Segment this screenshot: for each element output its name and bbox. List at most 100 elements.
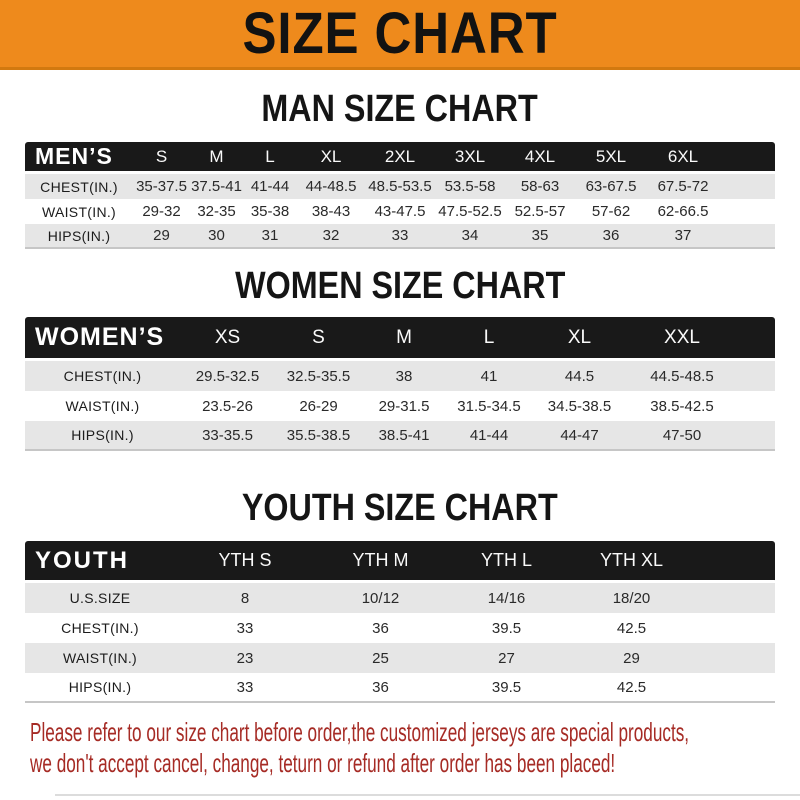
row-label: WAIST(IN.) xyxy=(25,643,175,673)
row-label: HIPS(IN.) xyxy=(25,224,133,249)
row-spacer-cell xyxy=(737,421,775,451)
row-spacer-cell xyxy=(696,613,775,643)
row-spacer-cell xyxy=(719,174,775,199)
size-value: 37.5-41 xyxy=(190,174,243,199)
size-column-header: L xyxy=(446,317,532,361)
size-value: 35.5-38.5 xyxy=(275,421,362,451)
size-value: 58-63 xyxy=(505,174,575,199)
size-value: 44-47 xyxy=(532,421,627,451)
size-value: 33-35.5 xyxy=(180,421,275,451)
measurement-row: HIPS(IN.) 29 30 31 32 33 34 35 36 37 xyxy=(25,224,775,249)
size-column-header: S xyxy=(275,317,362,361)
men-header-row: MEN’S S M L XL 2XL 3XL 4XL 5XL 6XL xyxy=(25,142,775,174)
size-column-header: 4XL xyxy=(505,142,575,174)
size-value: 67.5-72 xyxy=(647,174,719,199)
size-value: 47-50 xyxy=(627,421,737,451)
table-corner-label: MEN’S xyxy=(25,142,133,174)
size-column-header: 5XL xyxy=(575,142,647,174)
size-value: 38-43 xyxy=(311,203,351,220)
size-column-header: 3XL xyxy=(435,142,505,174)
size-value: 32 xyxy=(297,224,365,249)
size-column-header: S xyxy=(133,142,190,174)
size-value: 30 xyxy=(190,224,243,249)
size-column-header: M xyxy=(362,317,446,361)
men-section-title: MAN SIZE CHART xyxy=(261,88,539,130)
size-value: 14/16 xyxy=(446,583,567,613)
size-value: 37 xyxy=(647,224,719,249)
header-spacer-cell xyxy=(719,142,775,174)
row-label: CHEST(IN.) xyxy=(25,174,133,199)
size-value: 41-44 xyxy=(446,421,532,451)
bottom-divider xyxy=(55,794,800,796)
size-value: 27 xyxy=(446,643,567,673)
size-value: 31.5-34.5 xyxy=(457,397,521,415)
size-value: 29-32 xyxy=(142,203,181,220)
size-value: 34 xyxy=(435,224,505,249)
measurement-row: WAIST(IN.) 23.5-26 26-29 29-31.5 31.5-34.5 34… xyxy=(25,391,775,421)
size-value: 29-31.5 xyxy=(378,397,430,415)
size-value: 39.5 xyxy=(491,619,522,637)
size-value: 41-44 xyxy=(243,174,297,199)
measurement-row: WAIST(IN.) 23 25 27 29 xyxy=(25,643,775,673)
measurement-row: CHEST(IN.) 33 36 39.5 42.5 xyxy=(25,613,775,643)
size-column-header: 6XL xyxy=(647,142,719,174)
women-header-row: WOMEN’S XS S M L XL XXL xyxy=(25,317,775,361)
measurement-row: WAIST(IN.) 29-32 32-35 35-38 38-43 43-47.5 47.… xyxy=(25,199,775,224)
footer-note: Please refer to our size chart before or… xyxy=(30,717,800,779)
size-column-header: YTH L xyxy=(446,541,567,583)
size-value: 42.5 xyxy=(567,673,696,703)
size-value: 39.5 xyxy=(446,673,567,703)
size-value: 34.5-38.5 xyxy=(547,397,612,415)
row-label: CHEST(IN.) xyxy=(25,361,180,391)
women-size-chart-section: WOMEN SIZE CHART WOMEN’S XS S M L XL XXL CHEST… xyxy=(0,267,800,451)
youth-size-table: YOUTH YTH S YTH M YTH L YTH XL U.S.SIZE 8 10/1… xyxy=(25,541,775,703)
size-value: 53.5-58 xyxy=(435,174,505,199)
size-value: 35-37.5 xyxy=(133,174,190,199)
size-value: 29 xyxy=(133,224,190,249)
footer-note-line2: we don't accept cancel, change, teturn o… xyxy=(30,748,616,778)
row-label: HIPS(IN.) xyxy=(25,421,180,451)
men-size-chart-section: MAN SIZE CHART MEN’S S M L XL 2XL 3XL 4XL 5XL 6XL… xyxy=(0,90,800,249)
footer-note-line1: Please refer to our size chart before or… xyxy=(30,717,690,747)
size-value: 10/12 xyxy=(315,583,446,613)
youth-section-title: YOUTH SIZE CHART xyxy=(242,487,558,529)
row-spacer-cell xyxy=(696,643,775,673)
measurement-row: CHEST(IN.) 29.5-32.5 32.5-35.5 38 41 44.5 44.5… xyxy=(25,361,775,391)
size-value: 8 xyxy=(175,583,315,613)
size-value: 63-67.5 xyxy=(575,174,647,199)
size-value: 57-62 xyxy=(591,203,631,220)
row-spacer-cell xyxy=(696,583,775,613)
size-column-header: XS xyxy=(180,317,275,361)
size-value: 23.5-26 xyxy=(202,397,253,415)
size-value: 44.5-48.5 xyxy=(627,361,737,391)
size-value: 38 xyxy=(362,361,446,391)
row-spacer-cell xyxy=(719,199,775,224)
row-label: HIPS(IN.) xyxy=(25,673,175,703)
size-chart-banner: SIZE CHART xyxy=(0,0,800,70)
size-value: 29.5-32.5 xyxy=(180,361,275,391)
size-value: 36 xyxy=(575,224,647,249)
table-corner-label: YOUTH xyxy=(25,541,175,583)
size-value: 62-66.5 xyxy=(657,203,709,220)
row-spacer-cell xyxy=(719,224,775,249)
header-spacer-cell xyxy=(696,541,775,583)
size-value: 26-29 xyxy=(299,397,338,415)
size-value: 33 xyxy=(236,619,254,637)
size-column-header: YTH XL xyxy=(567,541,696,583)
size-column-header: XL xyxy=(297,142,365,174)
size-value: 44-48.5 xyxy=(297,174,365,199)
size-column-header: M xyxy=(190,142,243,174)
size-value: 36 xyxy=(372,619,389,637)
row-label: WAIST(IN.) xyxy=(41,203,117,220)
size-column-header: YTH M xyxy=(315,541,446,583)
size-value: 29 xyxy=(567,643,696,673)
women-section-title: WOMEN SIZE CHART xyxy=(234,265,566,307)
row-label: WAIST(IN.) xyxy=(65,398,140,414)
size-value: 31 xyxy=(243,224,297,249)
size-value: 43-47.5 xyxy=(374,203,426,220)
size-value: 38.5-41 xyxy=(362,421,446,451)
size-column-header: XXL xyxy=(627,317,737,361)
size-column-header: 2XL xyxy=(365,142,435,174)
size-value: 44.5 xyxy=(532,361,627,391)
